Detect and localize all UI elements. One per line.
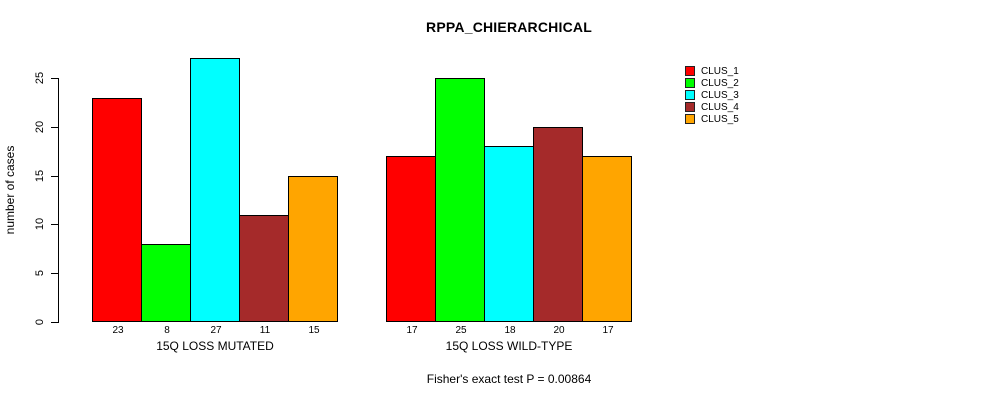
bar-clus_5-group2 (582, 156, 632, 322)
bar-value-label: 20 (553, 325, 565, 336)
bar-clus_5-group1 (288, 176, 338, 322)
legend-swatch-clus_2 (685, 78, 695, 88)
bar-value-label: 17 (406, 325, 418, 336)
legend-swatch-clus_3 (685, 90, 695, 100)
legend-label-clus_1: CLUS_1 (701, 66, 739, 77)
legend-label-clus_5: CLUS_5 (701, 114, 739, 125)
y-axis-line (58, 78, 59, 323)
bar-value-label: 15 (308, 325, 320, 336)
bar-clus_2-group2 (435, 78, 485, 322)
legend-swatch-clus_4 (685, 102, 695, 112)
x-axis-label-wild-type: 15Q LOSS WILD-TYPE (445, 339, 573, 353)
y-tick (51, 273, 58, 274)
legend-label-clus_3: CLUS_3 (701, 90, 739, 101)
bar-value-label: 18 (504, 325, 516, 336)
legend-swatch-clus_5 (685, 114, 695, 124)
bar-value-label: 17 (602, 325, 614, 336)
y-tick (51, 78, 58, 79)
fisher-test-annotation: Fisher's exact test P = 0.00864 (426, 372, 592, 386)
y-tick (51, 127, 58, 128)
x-axis-label-mutated: 15Q LOSS MUTATED (156, 339, 274, 353)
legend-label-clus_4: CLUS_4 (701, 102, 739, 113)
bar-value-label: 11 (259, 325, 271, 336)
y-tick (51, 322, 58, 323)
legend-label-clus_2: CLUS_2 (701, 78, 739, 89)
bar-value-label: 27 (210, 325, 222, 336)
y-tick (51, 176, 58, 177)
bar-clus_3-group1 (190, 58, 240, 322)
bar-value-label: 8 (164, 325, 170, 336)
chart-title: RPPA_CHIERARCHICAL (426, 19, 592, 35)
bar-value-label: 23 (112, 325, 124, 336)
bar-value-label: 25 (455, 325, 467, 336)
y-tick (51, 224, 58, 225)
bar-clus_3-group2 (484, 146, 534, 322)
bar-clus_1-group1 (92, 98, 142, 322)
legend-swatch-clus_1 (685, 66, 695, 76)
bar-clus_1-group2 (386, 156, 436, 322)
bar-clus_2-group1 (141, 244, 191, 322)
